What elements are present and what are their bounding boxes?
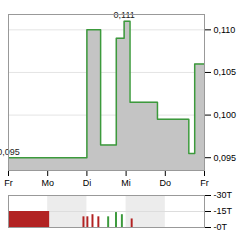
svg-text:Fr: Fr (200, 178, 209, 188)
svg-text:-30T: -30T (214, 190, 233, 200)
svg-text:0,111: 0,111 (114, 10, 135, 20)
svg-text:Mo: Mo (41, 178, 54, 188)
svg-text:0,110: 0,110 (214, 25, 236, 35)
svg-text:Di: Di (83, 178, 92, 188)
svg-text:0,105: 0,105 (214, 67, 237, 77)
svg-text:Fr: Fr (4, 178, 13, 188)
svg-text:0,100: 0,100 (214, 110, 237, 120)
svg-text:0,095: 0,095 (0, 147, 20, 157)
svg-text:-0T: -0T (214, 222, 228, 232)
svg-text:Mi: Mi (121, 178, 131, 188)
svg-text:-15T: -15T (214, 206, 233, 216)
svg-text:Do: Do (160, 178, 172, 188)
svg-text:0,095: 0,095 (214, 153, 237, 163)
